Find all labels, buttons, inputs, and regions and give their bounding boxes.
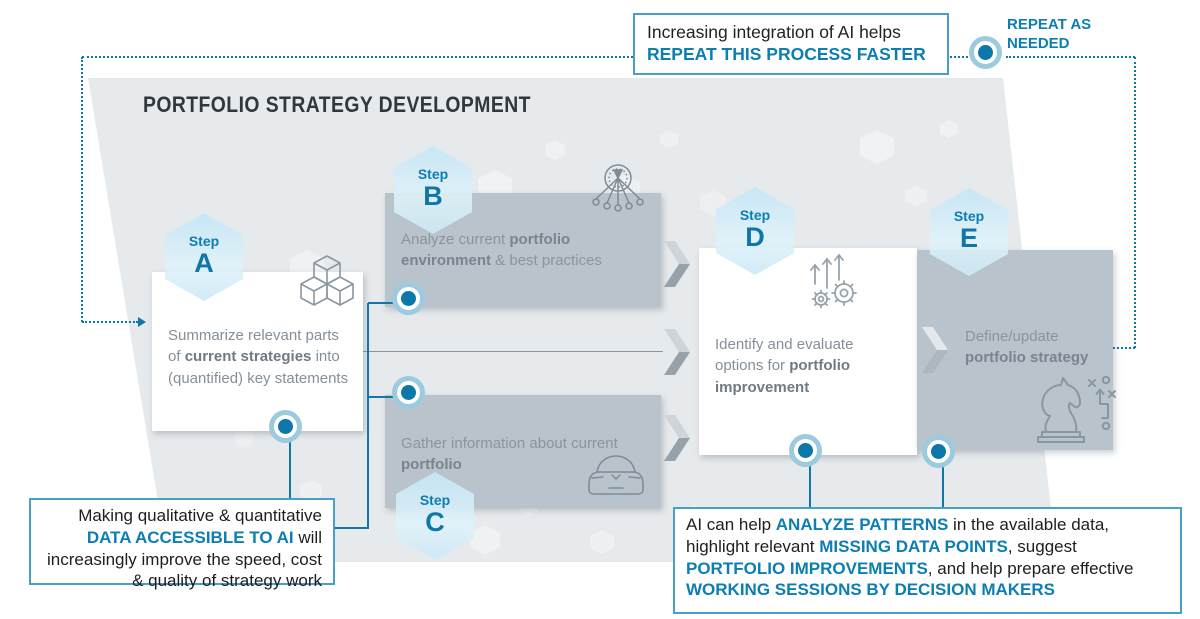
chevron-right-icon	[922, 327, 948, 373]
left-callout: Making qualitative & quantitative DATA A…	[29, 498, 335, 590]
network-icon	[592, 164, 644, 212]
step-d-text: Identify and evaluate options for portfo…	[715, 336, 854, 396]
chevron-right-icon	[664, 415, 690, 461]
step-b-badge-letter: B	[423, 181, 443, 211]
connector-to-b-dot	[368, 302, 413, 304]
step-e-text: Define/update portfolio strategy	[965, 328, 1089, 367]
step-c-text: Gather information about current portfol…	[401, 435, 618, 474]
loop-dotted-from-node	[1006, 56, 1135, 58]
chevron-right-icon	[664, 329, 690, 375]
step-a-badge: Step A	[165, 213, 243, 301]
step-d-connector-dot	[794, 439, 817, 462]
loop-dotted-right	[1134, 57, 1136, 348]
step-d-badge-label: Step	[739, 207, 771, 223]
loop-dotted-into-a	[82, 321, 138, 323]
repeat-node-dot	[974, 41, 997, 64]
connector-a-to-d	[363, 351, 663, 352]
connector-to-c-dot	[368, 396, 413, 398]
step-b-connector-dot	[397, 287, 420, 310]
step-b-box: Analyze current portfolio environment & …	[385, 193, 661, 307]
arrowhead-icon	[138, 317, 146, 327]
right-callout: AI can help ANALYZE PATTERNS in the avai…	[673, 507, 1182, 614]
step-e-badge-letter: E	[959, 223, 978, 253]
step-c-badge-letter: C	[425, 507, 445, 537]
loop-dotted-left	[81, 57, 83, 322]
step-b-badge-label: Step	[417, 166, 449, 182]
step-e-box: Define/update portfolio strategy	[917, 250, 1113, 450]
connector-leftcallout-v	[367, 303, 369, 529]
connector-d-dot-down	[809, 455, 811, 507]
knight-strategy-icon	[1037, 375, 1116, 443]
loop-dotted-to-node	[947, 56, 975, 58]
step-a-badge-letter: A	[194, 248, 214, 278]
step-a-text: Summarize relevant parts of current stra…	[168, 327, 349, 387]
step-b-text: Analyze current portfolio environment & …	[401, 231, 602, 270]
connector-leftcallout-h	[333, 527, 369, 529]
step-d-badge-letter: D	[745, 222, 765, 252]
car-icon	[588, 455, 644, 495]
repeat-label-line1: REPEAT AS	[1007, 16, 1092, 33]
loop-dotted-top	[82, 56, 633, 58]
cubes-icon	[300, 255, 354, 306]
page-title: PORTFOLIO STRATEGY DEVELOPMENT	[143, 92, 531, 117]
step-c-badge-label: Step	[419, 492, 451, 508]
step-c-connector-dot	[397, 381, 420, 404]
step-a-badge-label: Step	[188, 233, 220, 249]
connector-a-dot-down	[289, 431, 291, 498]
top-callout-line2: REPEAT THIS PROCESS FASTER	[647, 44, 926, 65]
step-e-badge-label: Step	[953, 208, 985, 224]
repeat-as-needed-label: REPEAT AS NEEDED	[1007, 16, 1127, 54]
step-d-box: Identify and evaluate options for portfo…	[699, 248, 917, 455]
repeat-label-line2: NEEDED	[1007, 34, 1070, 52]
top-callout-line1: Increasing integration of AI helps	[647, 22, 901, 42]
step-a-connector-dot	[274, 415, 297, 438]
loop-dotted-from-e	[1113, 347, 1135, 349]
chevron-right-icon	[664, 241, 690, 287]
step-e-connector-dot	[927, 440, 950, 463]
gears-arrows-icon	[810, 253, 857, 309]
step-b-badge: Step B	[394, 146, 472, 234]
top-callout: Increasing integration of AI helps REPEA…	[633, 13, 949, 75]
connector-e-dot-down	[942, 456, 944, 507]
